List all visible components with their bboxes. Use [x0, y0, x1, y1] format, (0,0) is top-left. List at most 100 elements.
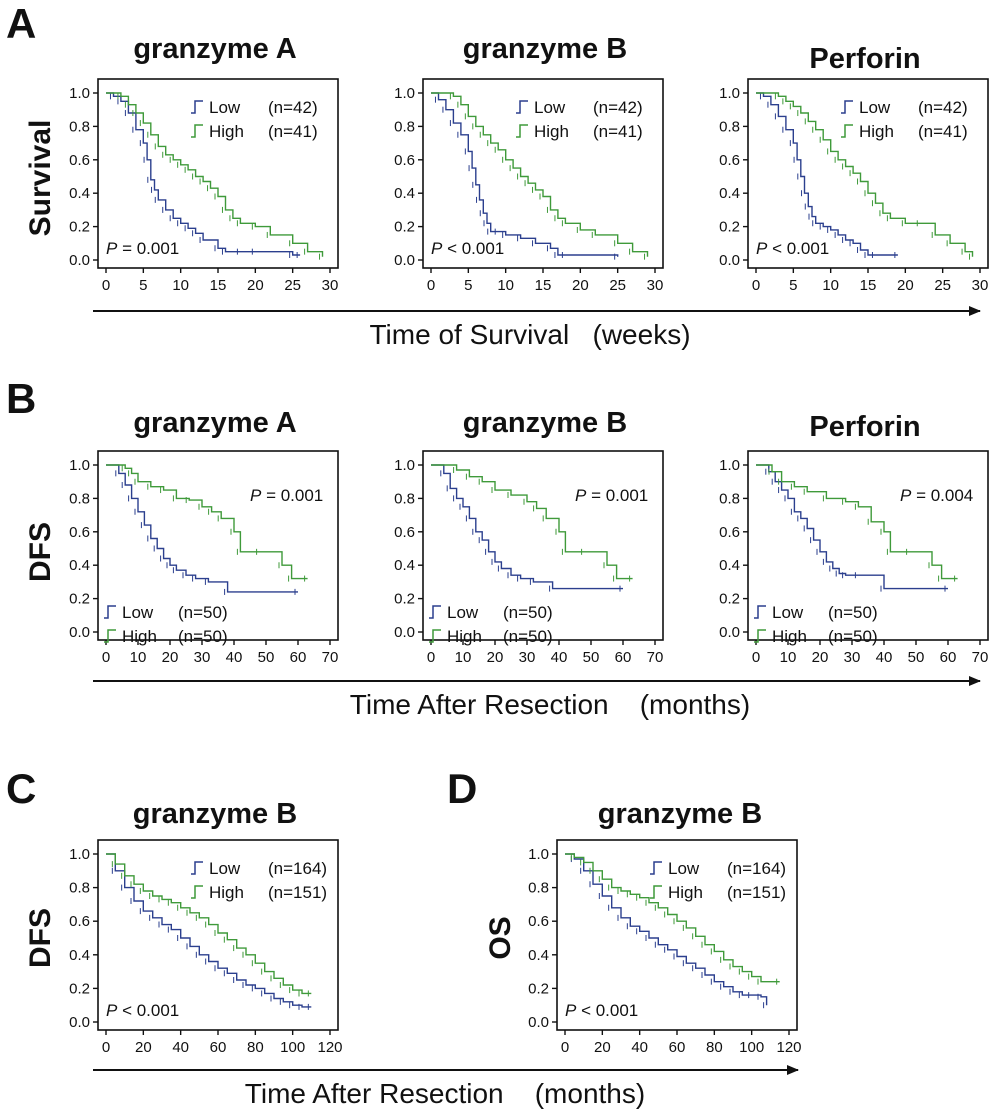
x-tick-label: 60 [290, 649, 307, 666]
legend-swatch-low [754, 605, 766, 619]
panel-letter-d: D [447, 765, 477, 812]
x-tick-label: 30 [322, 277, 339, 294]
legend-swatch-high [104, 629, 116, 643]
x-tick-label: 70 [322, 649, 339, 666]
p-value-text: = 0.001 [117, 239, 179, 258]
x-tick-label: 20 [162, 649, 179, 666]
curve-high [431, 92, 649, 257]
x-tick-label: 60 [669, 1039, 686, 1056]
curve-low [756, 92, 898, 256]
panel-letter-a: A [6, 0, 36, 47]
y-axis-label-c: DFS [24, 908, 57, 968]
plot-title: granzyme B [133, 798, 297, 830]
legend-label-low: Low [209, 98, 241, 117]
legend-n-low: (n=164) [268, 859, 327, 878]
legend-n-high: (n=151) [727, 883, 786, 902]
x-tick-label: 100 [739, 1039, 764, 1056]
legend-swatch-low [429, 605, 441, 619]
y-tick-label: 0.0 [394, 624, 415, 641]
legend-swatch-high [841, 124, 853, 138]
y-tick-label: 0.8 [69, 880, 90, 897]
x-tick-label: 100 [280, 1039, 305, 1056]
legend-n-low: (n=50) [178, 603, 228, 622]
legend-n-low: (n=42) [268, 98, 318, 117]
y-tick-label: 0.0 [394, 252, 415, 269]
p-value-symbol: P [106, 1001, 118, 1020]
y-tick-label: 1.0 [394, 457, 415, 474]
legend-n-low: (n=42) [593, 98, 643, 117]
curve-high [431, 464, 633, 580]
p-value: P < 0.001 [756, 239, 829, 258]
x-tick-label: 5 [789, 277, 797, 294]
y-tick-label: 0.6 [719, 152, 740, 169]
legend-n-low: (n=50) [503, 603, 553, 622]
p-value-text: < 0.001 [117, 1001, 179, 1020]
x-tick-label: 10 [130, 649, 147, 666]
x-tick-label: 10 [780, 649, 797, 666]
p-value-symbol: P [565, 1001, 577, 1020]
y-tick-label: 0.2 [394, 591, 415, 608]
plot-title: granzyme A [133, 407, 296, 439]
p-value-symbol: P [250, 486, 262, 505]
legend-swatch-low [516, 100, 528, 114]
x-tick-label: 50 [583, 649, 600, 666]
legend-n-high: (n=151) [268, 883, 327, 902]
x-tick-label: 40 [631, 1039, 648, 1056]
plots: granzyme A 0.0 0.2 0.4 0.6 0.8 1.0 0 5 10 15 20 25 30… [69, 33, 989, 1056]
y-tick-label: 0.4 [69, 557, 90, 574]
x-tick-label: 80 [706, 1039, 723, 1056]
y-tick-label: 0.0 [69, 252, 90, 269]
y-tick-label: 1.0 [69, 85, 90, 102]
x-tick-label: 15 [860, 277, 877, 294]
x-tick-label: 0 [427, 277, 435, 294]
x-tick-label: 40 [551, 649, 568, 666]
legend-n-low: (n=50) [828, 603, 878, 622]
y-tick-label: 0.2 [719, 219, 740, 236]
legend-label-high: High [534, 122, 569, 141]
y-tick-label: 0.4 [69, 185, 90, 202]
y-tick-label: 0.2 [528, 980, 549, 997]
legend-label-high: High [447, 627, 482, 646]
km-plot: granzyme B 0.0 0.2 0.4 0.6 0.8 1.0 0 5 10 15 20 25 30… [394, 33, 664, 294]
curve-high [756, 92, 974, 257]
x-tick-label: 20 [594, 1039, 611, 1056]
legend-n-high: (n=50) [828, 627, 878, 646]
p-value-text: = 0.001 [586, 486, 648, 505]
x-tick-label: 50 [258, 649, 275, 666]
x-tick-label: 30 [844, 649, 861, 666]
curve-low [106, 92, 301, 256]
p-value: P = 0.001 [575, 486, 648, 505]
legend-label-low: Low [209, 859, 241, 878]
plot-title: granzyme B [463, 33, 627, 65]
legend-label-high: High [859, 122, 894, 141]
y-tick-label: 0.8 [69, 118, 90, 135]
p-value-text: < 0.001 [576, 1001, 638, 1020]
x-tick-label: 0 [102, 649, 110, 666]
y-tick-label: 0.4 [69, 947, 90, 964]
legend-label-high: High [772, 627, 807, 646]
x-axis-label-a: Time of Survival (weeks) [369, 319, 690, 350]
y-tick-label: 0.8 [394, 490, 415, 507]
y-tick-label: 0.8 [394, 118, 415, 135]
km-plot: Perforin 0.0 0.2 0.4 0.6 0.8 1.0 0 10 20 30 40 50 60 7… [719, 411, 989, 666]
p-value: P = 0.001 [106, 239, 179, 258]
y-tick-label: 0.0 [69, 1014, 90, 1031]
y-tick-label: 0.6 [69, 524, 90, 541]
p-value: P = 0.004 [900, 486, 973, 505]
legend-label-high: High [668, 883, 703, 902]
y-tick-label: 0.0 [719, 624, 740, 641]
legend-label-high: High [209, 122, 244, 141]
x-tick-label: 40 [876, 649, 893, 666]
x-tick-label: 20 [247, 277, 264, 294]
x-tick-label: 15 [535, 277, 552, 294]
curve-low [106, 853, 312, 1008]
y-tick-label: 1.0 [69, 846, 90, 863]
x-tick-label: 5 [464, 277, 472, 294]
plot-title: granzyme A [133, 33, 296, 65]
p-value: P = 0.001 [250, 486, 323, 505]
y-tick-label: 0.2 [69, 980, 90, 997]
x-tick-label: 120 [317, 1039, 342, 1056]
km-plot: granzyme B 0.0 0.2 0.4 0.6 0.8 1.0 0 10 20 30 40 50 6… [394, 407, 664, 666]
y-tick-label: 0.2 [394, 219, 415, 236]
x-tick-label: 0 [102, 277, 110, 294]
